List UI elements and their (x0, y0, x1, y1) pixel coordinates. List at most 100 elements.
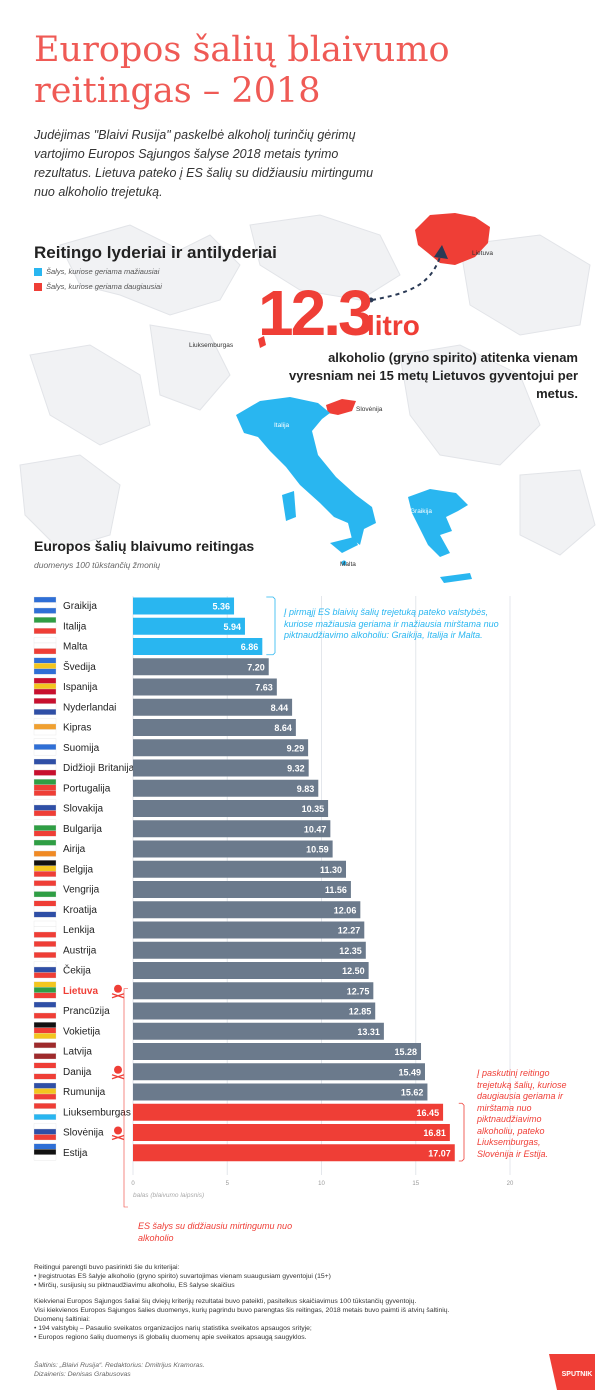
bar-value-label: 12.75 (347, 986, 370, 996)
country-label: Slovėnija (63, 1128, 104, 1139)
bar-value-label: 10.47 (304, 824, 327, 834)
flag-icon (33, 961, 57, 968)
bar-value-label: 9.83 (297, 784, 315, 794)
luxembourg-shape (258, 336, 266, 348)
country-label: Slovakija (63, 804, 103, 815)
flag-icon (33, 900, 57, 907)
flag-icon (33, 1073, 57, 1080)
bar (133, 1083, 428, 1101)
flag-icon (33, 819, 57, 826)
background-map (19, 214, 596, 556)
map-label-liuksemburgas: Liuksemburgas (189, 342, 234, 349)
source-line-2: Dizaineris: Denisas Grabusovas (34, 1371, 131, 1378)
country-label: Liuksemburgas (63, 1107, 131, 1118)
footnote-8: • Europos regiono šalių duomenys iš glob… (34, 1334, 307, 1341)
country-label: Prancūzija (63, 1006, 110, 1017)
flag-icon (33, 1149, 57, 1155)
skull-icon (114, 1065, 122, 1074)
x-tick-label: 5 (226, 1181, 230, 1187)
flag-icon (33, 1053, 57, 1060)
bar-value-label: 16.81 (423, 1128, 446, 1138)
flag-icon (33, 987, 57, 993)
bar-value-label: 9.29 (287, 743, 305, 753)
arrow-line (371, 256, 441, 301)
bar (133, 860, 347, 878)
bar (133, 678, 277, 696)
headline-line-2: vyresniam nei 15 metų Lietuvos gyventoju… (289, 368, 578, 401)
bar (133, 901, 361, 919)
bar-value-label: 6.86 (241, 642, 259, 652)
country-label: Nyderlandai (63, 702, 116, 713)
sicily-shape (330, 537, 358, 553)
bar-value-label: 10.59 (306, 845, 329, 855)
skull-icon-bone (111, 1074, 125, 1080)
italy-shape (236, 397, 376, 545)
flag-icon (33, 1027, 57, 1034)
sardinia-shape (282, 491, 296, 521)
country-label: Ispanija (63, 682, 98, 693)
flag-icon (33, 1068, 57, 1074)
flag-icon (33, 911, 57, 918)
country-label: Lenkija (63, 925, 95, 936)
flag-icon (33, 648, 57, 655)
country-label: Estija (63, 1148, 88, 1159)
bar (133, 820, 331, 838)
bar-value-label: 13.31 (357, 1027, 380, 1037)
bar-value-label: 11.56 (325, 885, 347, 895)
flag-icon (33, 784, 57, 791)
ranking-title: Europos šalių blaivumo reitingas (34, 538, 255, 554)
country-label: Bulgarija (63, 824, 102, 835)
top-bracket (266, 596, 276, 656)
legend-low: Šalys, kuriose geriama mažiausiai (34, 267, 159, 277)
bar-value-label: 15.62 (401, 1088, 424, 1098)
bar-value-label: 15.28 (394, 1047, 417, 1057)
legend-high-label: Šalys, kuriose geriama daugiausiai (46, 282, 162, 291)
flag-icon (33, 891, 57, 898)
flag-icon (33, 738, 57, 745)
country-label: Malta (63, 642, 88, 653)
flag-icon (33, 1114, 57, 1120)
note-top: Į pirmąjį ES blaivių šalių trejetuką pat… (284, 607, 499, 640)
note-skull: ES šalys su didžiausiu mirtingumu nuo al… (138, 1221, 293, 1243)
bar (133, 800, 329, 817)
country-label: Latvija (63, 1047, 92, 1058)
flag-icon (33, 845, 57, 852)
greece-shape (408, 489, 468, 557)
country-label: Belgija (63, 864, 93, 875)
flag-icon (33, 865, 57, 872)
country-label: Lietuva (63, 986, 98, 997)
bar (133, 1144, 455, 1162)
flag-icon (33, 966, 57, 973)
arrow-start-dot (368, 297, 374, 303)
flag-icon (33, 1033, 57, 1039)
footnote-2: • Įregistruotas ES šalyje alkoholio (gry… (34, 1273, 331, 1280)
country-label: Austrija (63, 945, 97, 956)
flag-icon (33, 596, 57, 603)
flag-icon (33, 764, 57, 771)
bar (133, 739, 309, 757)
bar-value-label: 5.94 (223, 622, 241, 632)
flag-icon (33, 1123, 57, 1130)
country-label: Graikija (63, 601, 97, 612)
flag-icon (33, 744, 57, 750)
bar (133, 881, 351, 898)
ranking-chart: 0 5 10 15 20 balas (blaivumo laipsnis) Graikij… (33, 596, 514, 1208)
flag-icon (33, 1108, 57, 1115)
map-label-lietuva: Lietuva (472, 250, 493, 257)
bar (133, 779, 319, 797)
bar-value-label: 9.32 (287, 764, 305, 774)
flag-icon (33, 769, 57, 776)
flag-icon (33, 718, 57, 725)
flag-icon (33, 683, 57, 690)
bar (133, 658, 269, 676)
flag-icon (33, 880, 57, 887)
footnote-7: • 194 valstybių – Pasaulio sveikatos org… (34, 1325, 312, 1332)
flag-icon (33, 992, 57, 999)
flag-icon (33, 1128, 57, 1135)
flag-icon (33, 825, 57, 831)
flag-icon (33, 1093, 57, 1100)
flag-icon (33, 1042, 57, 1049)
flag-icon (33, 941, 57, 947)
map-label-slovenija: Slovėnija (356, 406, 383, 413)
country-label: Švedija (63, 660, 96, 673)
